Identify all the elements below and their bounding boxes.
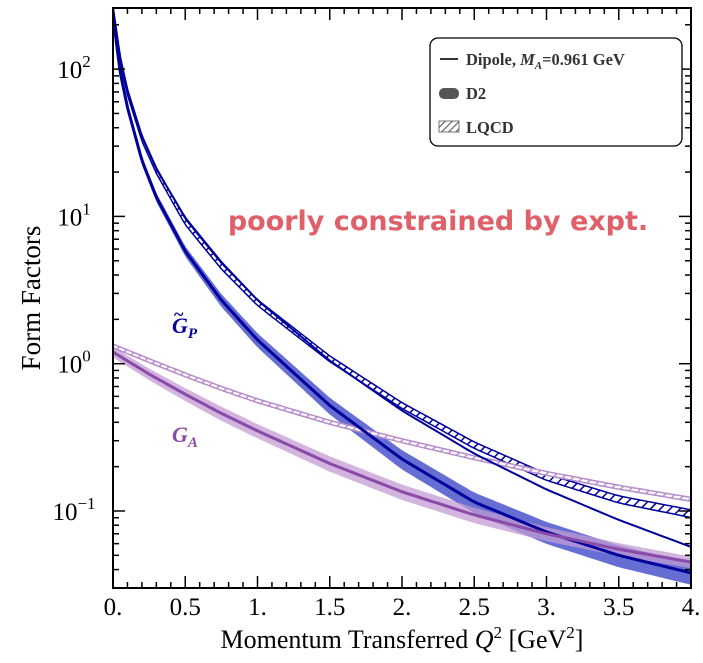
legend-dipole-label: Dipole, MA=0.961 GeV [466, 50, 625, 72]
gp-d2-line [113, 15, 691, 575]
x-tick-label: 0.5 [170, 594, 201, 621]
x-tick-label: 2. [393, 594, 412, 621]
y-axis-label: Form Factors [16, 226, 46, 371]
annotation-poorly-constrained: poorly constrained by expt. [228, 206, 648, 237]
x-tick-label: 1.5 [314, 594, 345, 621]
x-tick-label: 0. [104, 594, 123, 621]
legend-d2-label: D2 [466, 84, 486, 103]
y-tick-label: 102 [57, 52, 91, 84]
legend-lqcd-swatch [438, 120, 460, 133]
ga-lqcd-band [113, 343, 691, 503]
x-tick-label: 3.5 [603, 594, 634, 621]
gp-label-base: G [172, 313, 188, 338]
gp-series-label: GP ~ [172, 304, 198, 342]
legend-d2-swatch [439, 88, 459, 99]
svg-text:GP: GP [172, 313, 198, 342]
gp-label-sub: P [188, 326, 198, 342]
ga-d2-band [113, 347, 691, 569]
y-tick-label: 10−1 [52, 494, 95, 526]
x-axis-label: Momentum Transferred Q2 [GeV2] [221, 623, 584, 654]
ga-series-label: GA [172, 422, 198, 451]
ga-d2-line [113, 350, 691, 564]
ga-label-base: G [172, 422, 188, 447]
x-tick-label: 3. [537, 594, 556, 621]
ga-label-sub: A [187, 435, 198, 451]
x-tick-label: 1. [248, 594, 267, 621]
legend-box [429, 37, 683, 147]
x-tick-label: 4. [682, 594, 701, 621]
y-tick-label: 100 [57, 347, 91, 379]
x-tick-label: 2.5 [459, 594, 490, 621]
legend: Dipole, MA=0.961 GeV D2 LQCD [429, 37, 683, 147]
y-tick-label: 101 [57, 199, 91, 231]
gp-label-tilde: ~ [174, 304, 184, 324]
gp-dipole-line [113, 8, 691, 548]
legend-lqcd-label: LQCD [466, 118, 514, 137]
